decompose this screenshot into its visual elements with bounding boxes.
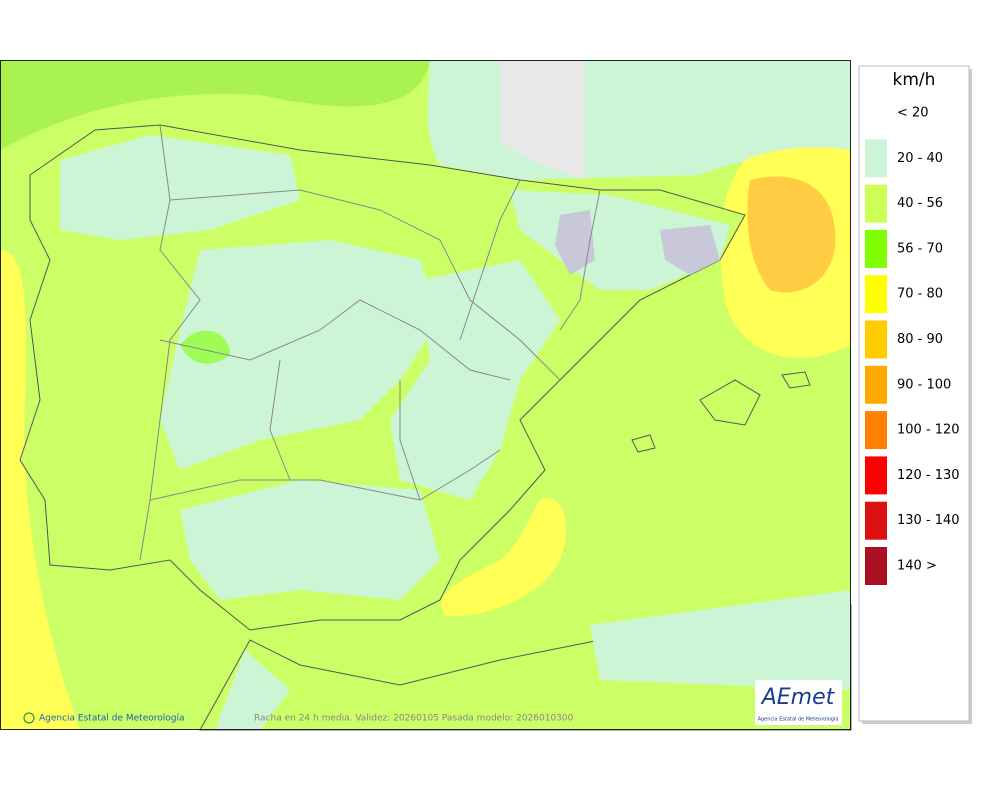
legend-label: 20 - 40: [897, 151, 943, 166]
gust-zone: [180, 330, 230, 364]
orange-zone: [747, 176, 836, 293]
relief: [660, 225, 720, 275]
border: [459, 179, 521, 341]
legend-swatch: [865, 501, 887, 540]
legend-swatch: [865, 320, 887, 359]
yellow-zone: [441, 498, 567, 616]
border: [149, 449, 501, 501]
border: [269, 359, 291, 481]
borders: [139, 124, 601, 561]
island: [781, 371, 811, 389]
legend-swatch: [865, 365, 887, 404]
no-data: [500, 60, 585, 180]
legend-label: < 20: [897, 106, 929, 121]
legend-swatch: [865, 229, 887, 268]
island: [631, 434, 656, 453]
border: [559, 189, 601, 331]
relief: [555, 210, 595, 275]
copyright-icon: [23, 712, 35, 724]
legend-swatch: [865, 411, 887, 450]
map: [0, 60, 852, 731]
calm-zone: [60, 135, 300, 240]
sea-band: [0, 60, 430, 150]
island: [699, 379, 761, 426]
legend-label: 90 - 100: [897, 377, 951, 392]
border: [399, 380, 421, 501]
caption: Racha en 24 h media. Validez: 20260105 P…: [254, 714, 574, 724]
legend-label: 100 - 120: [897, 423, 960, 438]
border: [169, 189, 561, 381]
legend-label: 40 - 56: [897, 196, 943, 211]
logo: AEmet: [760, 685, 836, 710]
calm-zone: [590, 590, 851, 690]
calm-zone: [215, 650, 290, 730]
map-frame: [0, 60, 851, 730]
legend-swatch: [865, 275, 887, 314]
yellow-zone: [0, 250, 80, 730]
calm-zone: [160, 240, 440, 470]
calm-zone: [390, 260, 560, 500]
legend-swatch: [865, 139, 887, 178]
legend-swatch: [865, 547, 887, 585]
legend-label: 130 - 140: [897, 513, 960, 528]
legend-label: 140 >: [897, 559, 937, 574]
logo-subtitle: Agencia Estatal de Meteorología: [758, 716, 839, 723]
legend-label: 70 - 80: [897, 287, 943, 302]
legend-label: 56 - 70: [897, 241, 943, 256]
legend-title: km/h: [893, 70, 936, 90]
credit: Agencia Estatal de Meteorología: [39, 714, 185, 724]
calm-zone: [180, 480, 440, 600]
border: [159, 299, 511, 381]
legend-swatch: [865, 184, 887, 223]
legend-swatch: [865, 456, 887, 495]
logo-box: [755, 680, 842, 725]
legend-label: 80 - 90: [897, 332, 943, 347]
legend-label: 120 - 130: [897, 468, 960, 483]
border: [139, 124, 201, 561]
